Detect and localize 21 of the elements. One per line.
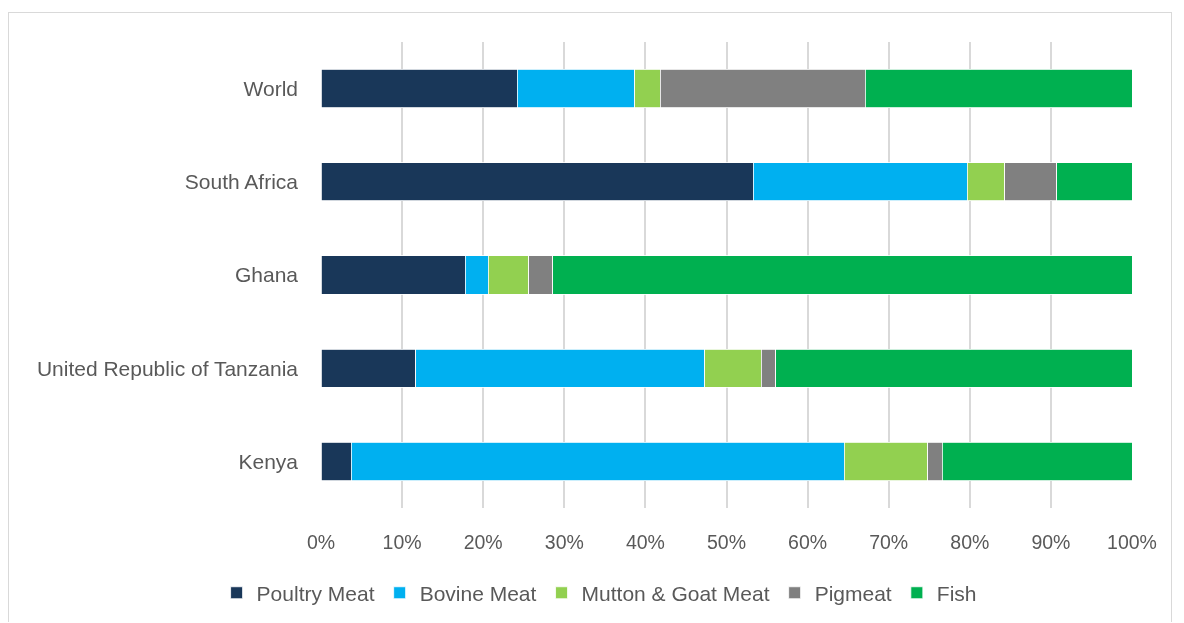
y-tick-label: World [243, 76, 298, 100]
x-tick-label: 40% [625, 530, 665, 553]
x-tick-label: 70% [869, 530, 909, 553]
legend-label: Bovine Meat [419, 581, 537, 605]
y-tick-label: South Africa [184, 170, 299, 194]
y-tick-label: United Republic of Tanzania [36, 356, 299, 380]
x-tick-label: 60% [788, 530, 828, 553]
x-tick-label: 30% [544, 530, 584, 553]
y-tick-label: Kenya [238, 449, 299, 473]
x-tick-label: 10% [382, 530, 422, 553]
legend-label: Fish [936, 581, 977, 605]
x-tick-label: 90% [1031, 530, 1071, 553]
y-tick-label: Ghana [234, 263, 299, 287]
x-tick-label: 80% [950, 530, 990, 553]
x-tick-label: 20% [463, 530, 503, 553]
legend-label: Mutton & Goat Meat [581, 581, 770, 605]
x-tick-label: 100% [1107, 530, 1157, 553]
legend-label: Pigmeat [814, 581, 892, 605]
legend-label: Poultry Meat [256, 581, 375, 605]
x-tick-label: 0% [306, 530, 336, 553]
x-tick-label: 50% [706, 530, 747, 553]
